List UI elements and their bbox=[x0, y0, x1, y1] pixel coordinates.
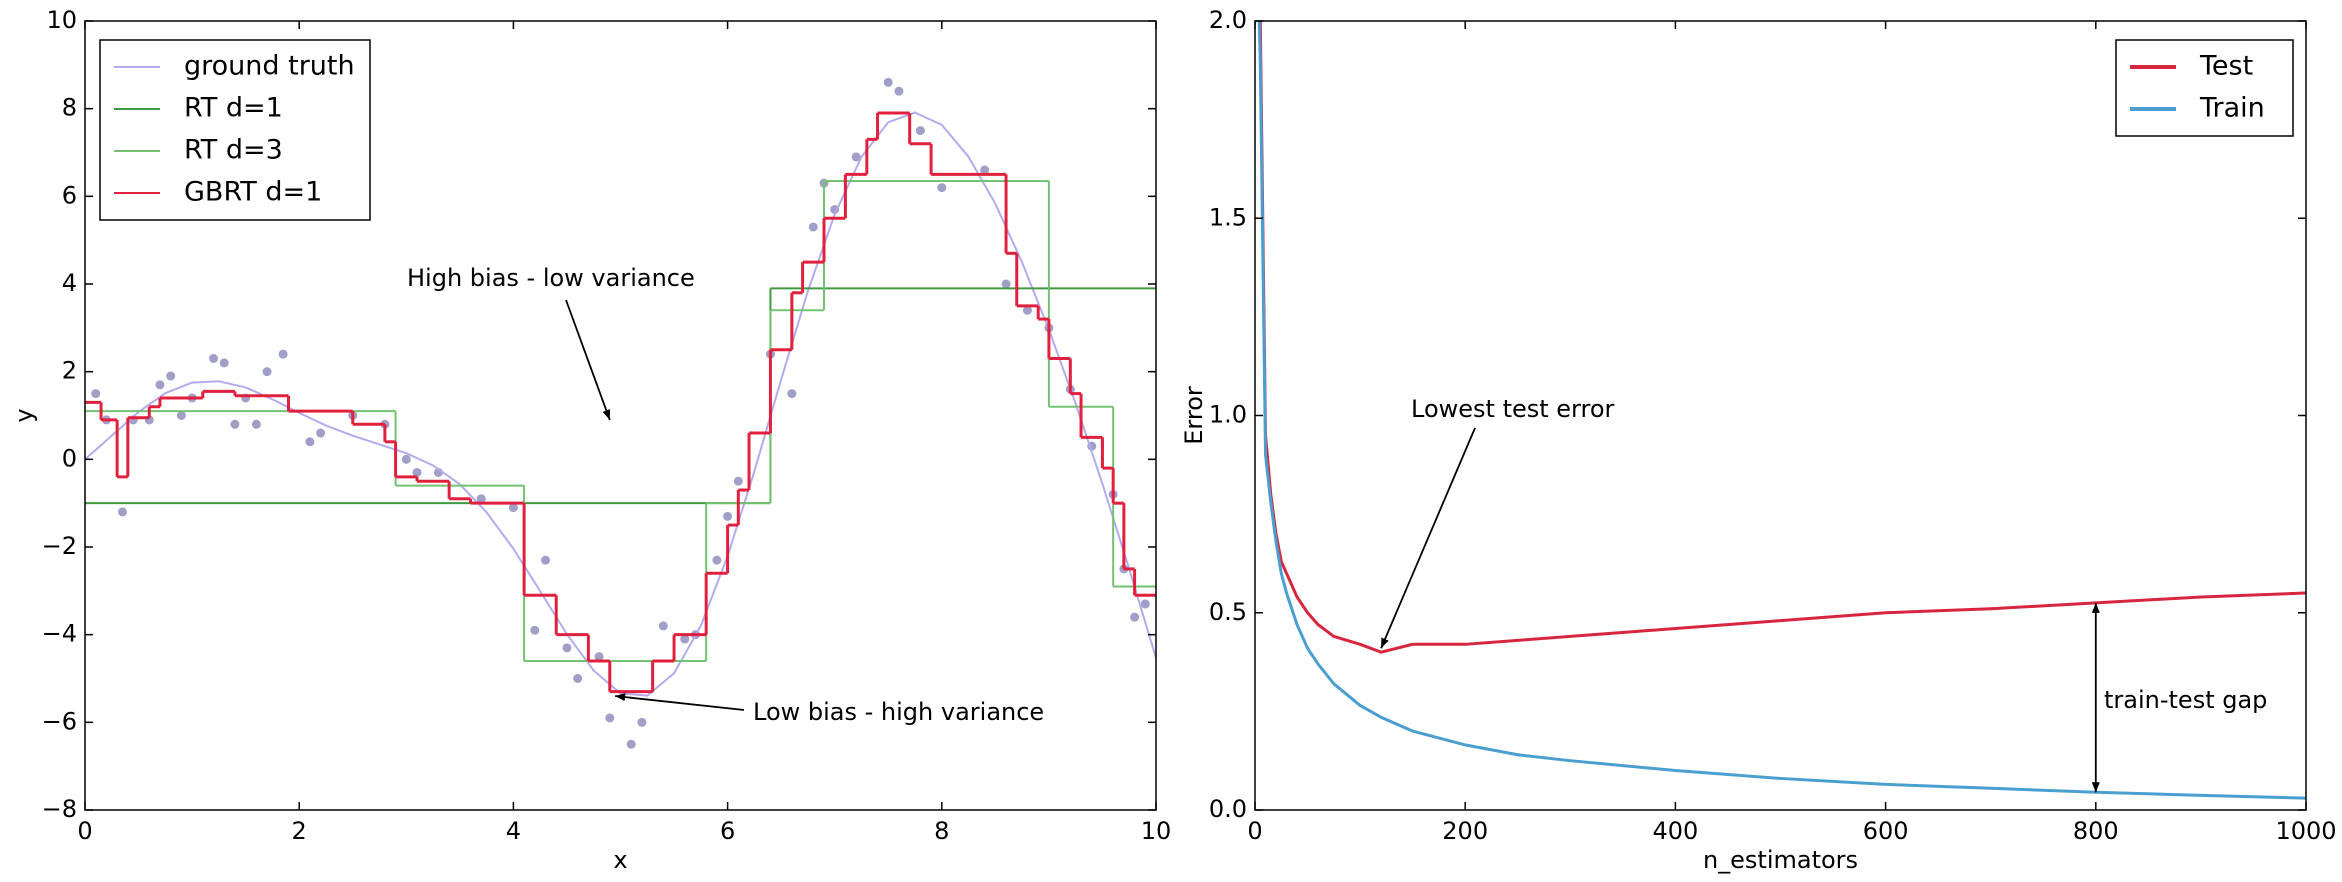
legend-label: GBRT d=1 bbox=[184, 177, 322, 208]
data-point bbox=[278, 349, 288, 359]
y-tick-label: 8 bbox=[62, 94, 77, 122]
data-point bbox=[712, 555, 722, 565]
data-point bbox=[209, 354, 219, 364]
annotation-arrow bbox=[565, 299, 611, 421]
legend-label: RT d=3 bbox=[184, 135, 283, 166]
data-point bbox=[883, 77, 893, 87]
y-axis-label: Error bbox=[1180, 386, 1208, 445]
x-tick-label: 600 bbox=[1863, 817, 1909, 845]
data-point bbox=[508, 503, 518, 513]
data-point bbox=[176, 411, 186, 420]
data-point bbox=[808, 222, 818, 232]
axes-frame bbox=[84, 20, 1157, 811]
y-tick-label: −4 bbox=[42, 620, 77, 648]
data-point bbox=[230, 419, 240, 429]
data-point bbox=[594, 652, 604, 662]
data-point bbox=[155, 380, 165, 390]
x-tick-label: 1000 bbox=[2275, 817, 2336, 845]
data-point bbox=[305, 437, 315, 447]
x-tick-label: 2 bbox=[292, 817, 307, 845]
y-tick-label: −8 bbox=[42, 795, 77, 823]
data-point bbox=[412, 467, 422, 477]
legend-box bbox=[99, 39, 371, 221]
annotation-arrow bbox=[1380, 427, 1476, 649]
legend: ground truth RT d=1 RT d=3 GBRT d=1 bbox=[99, 39, 371, 221]
data-point bbox=[787, 389, 797, 399]
data-point bbox=[316, 428, 326, 438]
legend-label: RT d=1 bbox=[184, 93, 283, 124]
series-line bbox=[1257, 21, 2306, 800]
data-point bbox=[562, 643, 572, 653]
x-axis-label: x bbox=[613, 846, 627, 874]
legend-label: Test bbox=[2199, 51, 2253, 82]
data-point bbox=[605, 713, 615, 723]
legend-label: ground truth bbox=[184, 51, 355, 82]
y-tick-label: 2 bbox=[62, 357, 77, 385]
annotation: train-test gap bbox=[2104, 686, 2267, 714]
data-point bbox=[262, 367, 272, 377]
data-point bbox=[980, 165, 990, 175]
data-point bbox=[937, 183, 947, 193]
x-tick-label: 400 bbox=[1652, 817, 1698, 845]
plot-area bbox=[1257, 21, 2306, 800]
x-tick-label: 0 bbox=[1247, 817, 1262, 845]
x-tick-label: 200 bbox=[1442, 817, 1488, 845]
x-axis-label: n_estimators bbox=[1703, 846, 1858, 874]
data-point bbox=[1140, 599, 1150, 609]
data-point bbox=[723, 511, 733, 521]
data-point bbox=[476, 494, 486, 504]
plot-area bbox=[85, 77, 1156, 749]
data-point bbox=[541, 555, 551, 565]
annotation: Lowest test error bbox=[1411, 395, 1615, 423]
x-tick-label: 10 bbox=[1141, 817, 1172, 845]
data-point bbox=[219, 358, 229, 368]
x-tick-label: 6 bbox=[720, 817, 735, 845]
data-point bbox=[530, 625, 540, 635]
x-tick-label: 4 bbox=[506, 817, 521, 845]
y-tick-label: 4 bbox=[62, 269, 77, 297]
x-tick-label: 0 bbox=[77, 817, 92, 845]
y-tick-label: 10 bbox=[46, 6, 77, 34]
annotation-arrow bbox=[615, 693, 745, 711]
axes: 0 2 4 6 8 10 −8 −6 −4 −2 0 2 4 6 8 10 x y ground truth RT d… bbox=[10, 6, 1171, 874]
x-tick-label: 800 bbox=[2073, 817, 2119, 845]
y-tick-label: 0.0 bbox=[1209, 795, 1247, 823]
x-tick-label: 8 bbox=[934, 817, 949, 845]
y-axis-label: y bbox=[10, 408, 38, 422]
y-tick-label: −2 bbox=[42, 532, 77, 560]
data-point bbox=[91, 389, 101, 399]
data-point bbox=[117, 507, 127, 517]
data-point bbox=[894, 86, 904, 96]
data-point bbox=[626, 739, 636, 749]
data-point bbox=[1130, 612, 1140, 622]
y-tick-label: 2.0 bbox=[1209, 6, 1247, 34]
y-tick-label: 0 bbox=[62, 444, 77, 472]
data-point bbox=[573, 674, 583, 683]
data-point bbox=[680, 634, 690, 644]
data-point bbox=[637, 717, 647, 727]
y-tick-label: 1.5 bbox=[1209, 203, 1247, 231]
data-point bbox=[733, 476, 743, 486]
y-tick-label: 0.5 bbox=[1209, 598, 1247, 626]
y-tick-label: 1.0 bbox=[1209, 401, 1247, 429]
legend-box bbox=[2115, 39, 2294, 137]
annotation: Low bias - high variance bbox=[753, 698, 1044, 726]
y-tick-label: −6 bbox=[42, 707, 77, 735]
data-point bbox=[915, 126, 925, 136]
axes: 0 200 400 600 800 1000 0.0 0.5 1.0 1.5 2.0 n_estima… bbox=[1180, 6, 2337, 874]
legend: Test Train bbox=[2115, 39, 2294, 137]
axes-frame bbox=[1254, 20, 2307, 811]
data-point bbox=[251, 419, 261, 429]
data-point bbox=[1022, 305, 1032, 315]
data-point bbox=[658, 621, 668, 631]
data-point bbox=[401, 454, 411, 464]
annotation: High bias - low variance bbox=[407, 264, 695, 292]
data-point bbox=[851, 152, 861, 162]
legend-label: Train bbox=[2199, 93, 2265, 124]
y-tick-label: 6 bbox=[62, 181, 77, 209]
data-point bbox=[1001, 279, 1011, 289]
data-point bbox=[166, 371, 176, 381]
